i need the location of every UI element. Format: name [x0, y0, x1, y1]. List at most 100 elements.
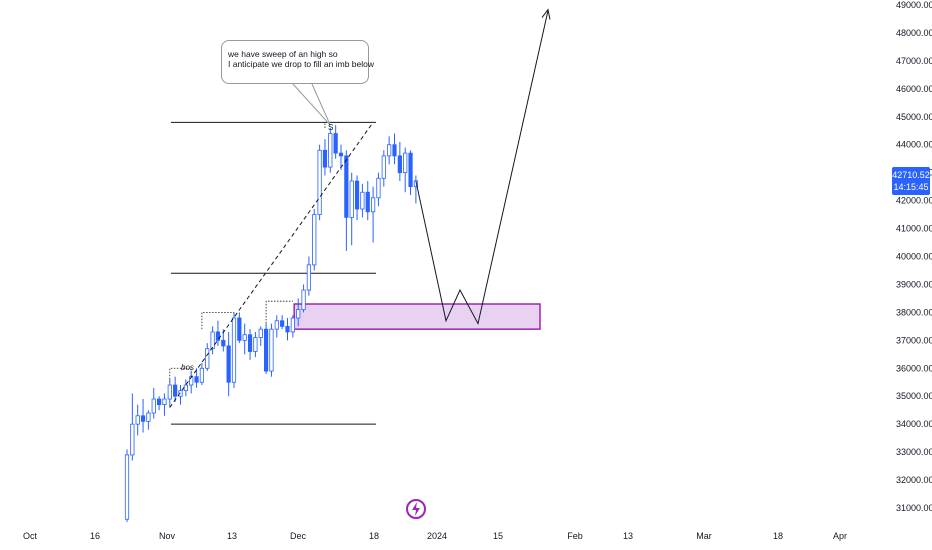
price-tick-label: 46000.00 [896, 84, 932, 94]
candle-body [263, 328, 269, 372]
candle [397, 141, 402, 182]
projection-arrowhead [541, 8, 551, 20]
candles-layer [124, 125, 419, 522]
candle [387, 136, 392, 165]
candle-body [253, 337, 258, 352]
candle [183, 379, 188, 397]
candle [130, 393, 135, 461]
candle-body [135, 415, 140, 425]
candle-body [354, 180, 360, 210]
time-tick-label: 16 [90, 531, 100, 541]
candle-body [226, 345, 231, 383]
candle [173, 376, 178, 402]
sweep-bracket [324, 121, 341, 128]
candle [333, 125, 338, 159]
candle [199, 362, 204, 386]
candle [189, 371, 194, 394]
price-tick-label: 32000.00 [896, 475, 932, 485]
candle-body [312, 214, 317, 266]
bos-bracket-3 [265, 300, 293, 327]
candle-body [360, 191, 365, 210]
candle [285, 317, 290, 341]
time-tick-label: Dec [290, 531, 307, 541]
price-tick-label: 45000.00 [896, 112, 932, 122]
candle-body [274, 320, 279, 330]
drawings-layer [169, 8, 551, 408]
candle-body [296, 309, 301, 319]
candle [194, 368, 199, 388]
candle [237, 312, 242, 344]
callout-line-2: I anticipate we drop to fill an imb belo… [228, 59, 374, 69]
price-tick-label: 49000.00 [896, 0, 932, 10]
candle-body [338, 152, 344, 157]
candle-body [140, 415, 146, 422]
candle [408, 150, 413, 196]
candle-body [231, 317, 237, 383]
candle [392, 133, 397, 165]
candle-body [156, 398, 162, 406]
candle-body [205, 348, 210, 369]
candle-body [413, 180, 419, 188]
candle [360, 183, 365, 218]
candle-body [151, 398, 156, 414]
candle-body [280, 320, 285, 327]
candle-body [215, 331, 221, 341]
candle-body [333, 133, 338, 154]
candle-body [408, 152, 413, 188]
candle [263, 323, 269, 374]
price-tick-label: 47000.00 [896, 56, 932, 66]
candle-body [306, 264, 312, 291]
candle [365, 181, 370, 221]
candle-body [178, 390, 183, 397]
projection-path [415, 10, 549, 325]
candle-body [317, 149, 322, 215]
candle [381, 150, 386, 187]
sweep-label: S [328, 123, 334, 132]
candle [344, 150, 349, 251]
candle-body [247, 334, 253, 352]
candle-body [397, 155, 402, 174]
candle [258, 326, 263, 346]
price-tick-label: 35000.00 [896, 391, 932, 401]
candle-body [173, 384, 178, 397]
candle-body [344, 155, 349, 218]
candle [210, 326, 215, 355]
time-tick-label: Feb [567, 531, 583, 541]
candle-body [301, 289, 306, 310]
candle-body [258, 328, 263, 338]
candle [413, 175, 419, 204]
candle [135, 404, 140, 436]
candle-body [403, 152, 408, 174]
time-tick-label: 13 [623, 531, 633, 541]
time-tick-label: Nov [159, 531, 176, 541]
price-tick-label: 40000.00 [896, 252, 932, 262]
last-price-badge: 42710.52 14:15:45 [892, 166, 930, 195]
candle [156, 396, 162, 411]
candle-body [130, 423, 135, 456]
candle [146, 410, 151, 430]
price-axis[interactable]: 49000.00 48000.00 47000.00 46000.00 45000.00… [896, 0, 932, 513]
time-tick-label: Oct [23, 531, 38, 541]
last-price-value: 42710.52 [892, 169, 930, 180]
candle [151, 387, 156, 419]
time-tick-label: Mar [696, 531, 712, 541]
bos-label: bos [181, 363, 194, 372]
horizontal-levels [171, 121, 376, 425]
candle [269, 323, 274, 377]
candle-body [269, 328, 274, 372]
flash-logo-icon[interactable] [405, 498, 427, 520]
callout-note[interactable]: we have sweep of an high so I anticipate… [221, 40, 374, 84]
candle-body [242, 334, 247, 341]
candle [178, 385, 183, 405]
time-axis[interactable]: Oct 16 Nov 13 Dec 18 2024 15 Feb 13 Mar 18 Apr [23, 531, 847, 541]
candle-body [370, 197, 376, 213]
candle-body [387, 144, 392, 157]
time-tick-label: 18 [773, 531, 783, 541]
candle [349, 172, 354, 246]
price-tick-label: 42000.00 [896, 196, 932, 206]
imbalance-zone [293, 303, 541, 330]
candle [290, 315, 295, 338]
candle-body [381, 155, 386, 179]
candle [242, 323, 247, 355]
